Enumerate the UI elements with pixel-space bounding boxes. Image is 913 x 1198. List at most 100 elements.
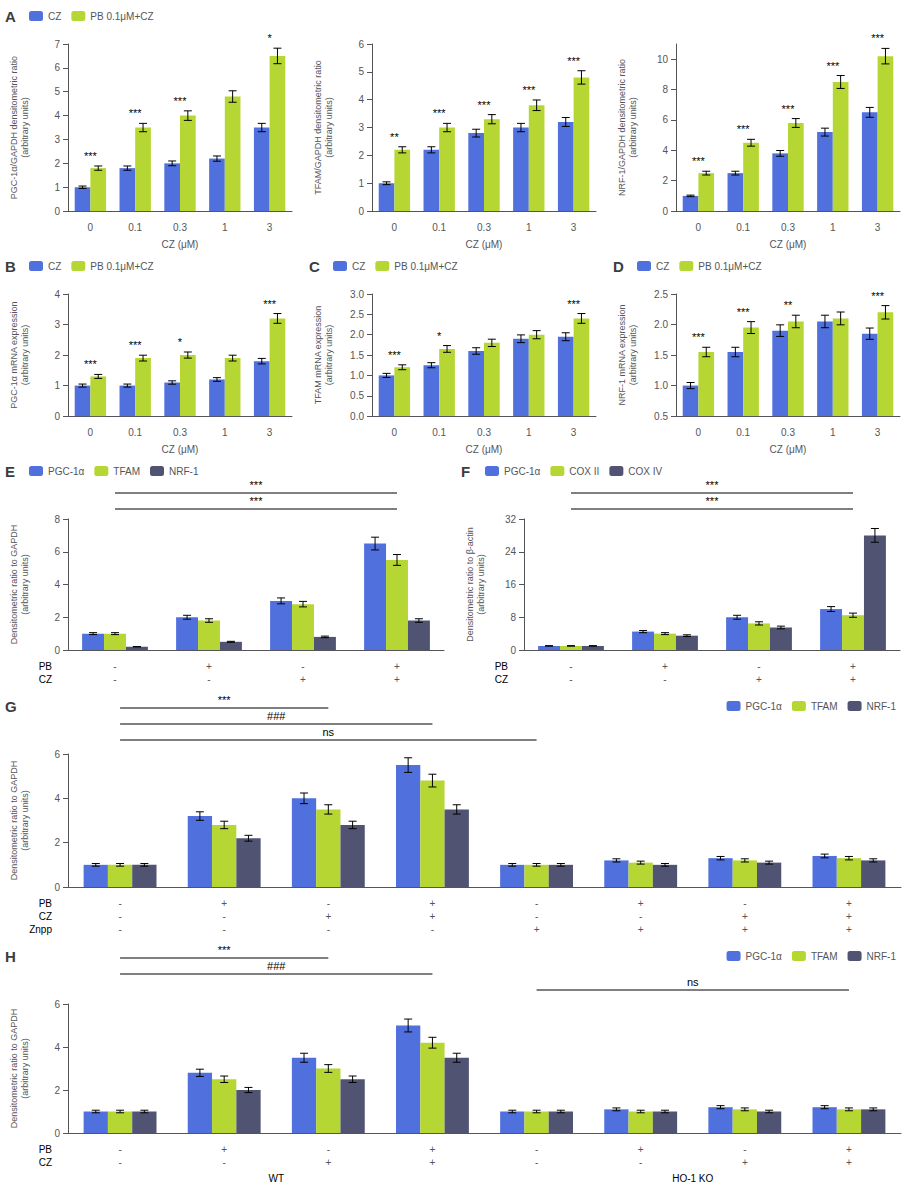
svg-text:***: *** [706, 495, 720, 507]
svg-text:1.5: 1.5 [350, 350, 364, 361]
svg-text:-: - [118, 924, 121, 935]
svg-text:-: - [113, 661, 116, 672]
svg-text:+: + [742, 1157, 748, 1168]
svg-text:***: *** [826, 60, 840, 72]
svg-text:***: *** [218, 694, 232, 706]
svg-text:6: 6 [358, 39, 364, 50]
svg-text:6: 6 [54, 999, 60, 1010]
svg-text:-: - [569, 661, 572, 672]
svg-text:2: 2 [54, 1085, 60, 1096]
svg-text:0: 0 [54, 882, 60, 893]
svg-text:H: H [5, 948, 16, 965]
svg-text:+: + [394, 674, 400, 685]
svg-text:+: + [742, 911, 748, 922]
svg-text:(arbitrary units): (arbitrary units) [20, 325, 30, 386]
svg-text:TFAM: TFAM [113, 466, 140, 477]
svg-text:+: + [430, 898, 436, 909]
svg-text:2: 2 [358, 150, 364, 161]
svg-text:+: + [221, 898, 227, 909]
svg-text:8: 8 [662, 84, 668, 95]
svg-text:0.3: 0.3 [173, 222, 187, 233]
svg-text:4: 4 [54, 579, 60, 590]
svg-text:0.5: 0.5 [654, 411, 668, 422]
svg-text:***: *** [522, 84, 536, 96]
svg-text:1.5: 1.5 [654, 350, 668, 361]
svg-text:###: ### [267, 960, 286, 972]
svg-text:COX II: COX II [569, 466, 599, 477]
svg-text:G: G [5, 698, 17, 715]
svg-text:2: 2 [54, 350, 60, 361]
svg-text:0: 0 [696, 427, 702, 438]
svg-text:3: 3 [54, 134, 60, 145]
svg-text:-: - [118, 911, 121, 922]
svg-text:***: *** [567, 298, 581, 310]
svg-text:PGC-1α mRNA expression: PGC-1α mRNA expression [9, 301, 19, 408]
svg-text:CZ: CZ [656, 261, 669, 272]
svg-text:PB 0.1μM+CZ: PB 0.1μM+CZ [90, 11, 153, 22]
svg-text:0: 0 [54, 1128, 60, 1139]
svg-text:4: 4 [54, 110, 60, 121]
svg-text:0: 0 [54, 411, 60, 422]
svg-text:0: 0 [510, 645, 516, 656]
svg-text:+: + [638, 924, 644, 935]
svg-text:0.1: 0.1 [736, 427, 750, 438]
svg-text:***: *** [692, 155, 706, 167]
svg-text:COX IV: COX IV [628, 466, 662, 477]
svg-text:B: B [5, 258, 16, 275]
svg-text:0.3: 0.3 [781, 222, 795, 233]
svg-text:4: 4 [54, 289, 60, 300]
svg-text:TFAM: TFAM [811, 951, 838, 962]
svg-text:7: 7 [54, 39, 60, 50]
svg-text:2.5: 2.5 [654, 289, 668, 300]
svg-text:-: - [535, 898, 538, 909]
svg-text:CZ: CZ [39, 911, 52, 922]
svg-text:CZ (μM): CZ (μM) [770, 444, 807, 455]
svg-text:32: 32 [505, 514, 517, 525]
svg-text:+: + [534, 924, 540, 935]
svg-text:1: 1 [222, 427, 228, 438]
svg-text:PB 0.1μM+CZ: PB 0.1μM+CZ [698, 261, 761, 272]
svg-text:0.3: 0.3 [477, 427, 491, 438]
svg-text:(arbitrary units): (arbitrary units) [628, 97, 638, 158]
svg-text:CZ: CZ [39, 1157, 52, 1168]
svg-text:+: + [638, 898, 644, 909]
svg-text:+: + [850, 674, 856, 685]
svg-text:+: + [394, 661, 400, 672]
svg-text:24: 24 [505, 546, 517, 557]
svg-text:+: + [846, 898, 852, 909]
svg-text:-: - [327, 1144, 330, 1155]
svg-text:(arbitrary units): (arbitrary units) [20, 790, 30, 851]
svg-text:0: 0 [696, 222, 702, 233]
svg-text:-: - [757, 661, 760, 672]
svg-text:(arbitrary units): (arbitrary units) [20, 1038, 30, 1099]
svg-text:PB: PB [495, 661, 509, 672]
svg-text:*: * [437, 330, 442, 342]
svg-text:(arbitrary units): (arbitrary units) [476, 554, 486, 615]
svg-text:-: - [569, 674, 572, 685]
svg-text:###: ### [267, 710, 286, 722]
svg-text:C: C [309, 258, 320, 275]
svg-text:CZ (μM): CZ (μM) [770, 239, 807, 250]
svg-text:0: 0 [662, 206, 668, 217]
svg-text:8: 8 [510, 612, 516, 623]
svg-text:CZ: CZ [48, 11, 61, 22]
svg-text:***: *** [129, 339, 143, 351]
svg-text:+: + [846, 924, 852, 935]
svg-text:Densitometric ratio to GAPDH: Densitometric ratio to GAPDH [9, 525, 19, 645]
svg-text:-: - [113, 674, 116, 685]
svg-text:(arbitrary units): (arbitrary units) [324, 97, 334, 158]
svg-text:PB 0.1μM+CZ: PB 0.1μM+CZ [90, 261, 153, 272]
svg-text:4: 4 [358, 94, 364, 105]
svg-text:2.0: 2.0 [654, 319, 668, 330]
svg-text:HO-1 KO: HO-1 KO [672, 1173, 713, 1184]
svg-text:0.0: 0.0 [350, 411, 364, 422]
svg-text:2.0: 2.0 [350, 329, 364, 340]
svg-text:0: 0 [54, 645, 60, 656]
svg-text:E: E [5, 463, 15, 480]
svg-text:-: - [118, 898, 121, 909]
svg-text:**: ** [784, 299, 793, 311]
svg-text:CZ: CZ [48, 261, 61, 272]
svg-text:6: 6 [54, 62, 60, 73]
svg-text:PB: PB [39, 898, 53, 909]
svg-text:0.3: 0.3 [173, 427, 187, 438]
